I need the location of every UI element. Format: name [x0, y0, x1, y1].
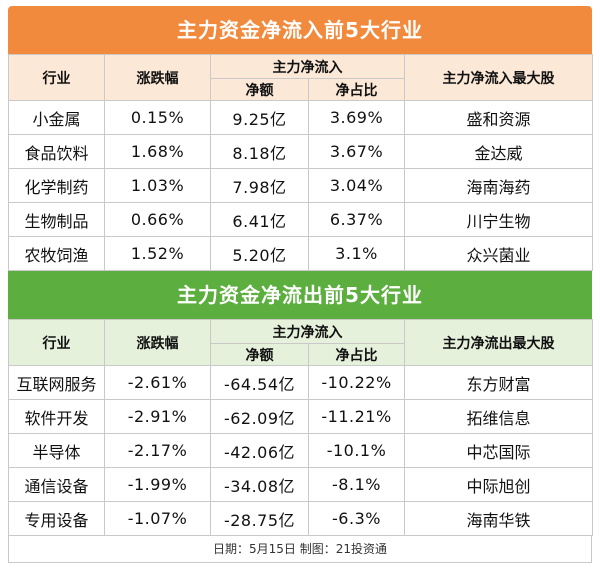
industry-cell: 软件开发: [8, 399, 105, 434]
amount-cell: -42.06亿: [210, 433, 309, 468]
industry-cell: 小金属: [8, 100, 105, 135]
table-row: 农牧饲渔 1.52% 5.20亿 3.1% 众兴菌业: [8, 236, 593, 271]
table-row: 小金属 0.15% 9.25亿 3.69% 盛和资源: [8, 100, 593, 135]
ratio-cell: -8.1%: [308, 467, 405, 502]
change-cell: -2.91%: [104, 399, 211, 434]
table-row: 化学制药 1.03% 7.98亿 3.04% 海南海药: [8, 168, 593, 203]
table-row: 软件开发 -2.91% -62.09亿 -11.21% 拓维信息: [8, 399, 593, 434]
ratio-cell: 3.67%: [308, 134, 405, 169]
stock-cell: 中际旭创: [404, 467, 593, 502]
table-row: 互联网服务 -2.61% -64.54亿 -10.22% 东方财富: [8, 365, 593, 400]
amount-cell: -62.09亿: [210, 399, 309, 434]
ratio-cell: 3.04%: [308, 168, 405, 203]
ratio-cell: -10.1%: [308, 433, 405, 468]
outflow-table: 行业 涨跌幅 主力净流入 主力净流出最大股 净额 净占比 互联网服务 -2.61…: [8, 319, 593, 536]
ratio-cell: -11.21%: [308, 399, 405, 434]
header-industry: 行业: [8, 319, 105, 366]
industry-cell: 生物制品: [8, 202, 105, 237]
header-ratio: 净占比: [308, 78, 405, 101]
change-cell: 0.15%: [104, 100, 211, 135]
stock-cell: 川宁生物: [404, 202, 593, 237]
change-cell: -2.61%: [104, 365, 211, 400]
change-cell: 1.68%: [104, 134, 211, 169]
amount-cell: 7.98亿: [210, 168, 309, 203]
table-row: 通信设备 -1.99% -34.08亿 -8.1% 中际旭创: [8, 467, 593, 502]
amount-cell: -64.54亿: [210, 365, 309, 400]
table-row: 半导体 -2.17% -42.06亿 -10.1% 中芯国际: [8, 433, 593, 468]
stock-cell: 海南华铁: [404, 501, 593, 536]
outflow-title: 主力资金净流出前5大行业: [8, 271, 592, 319]
industry-cell: 农牧饲渔: [8, 236, 105, 271]
change-cell: 0.66%: [104, 202, 211, 237]
amount-cell: 8.18亿: [210, 134, 309, 169]
industry-cell: 通信设备: [8, 467, 105, 502]
stock-cell: 金达威: [404, 134, 593, 169]
industry-cell: 半导体: [8, 433, 105, 468]
industry-cell: 互联网服务: [8, 365, 105, 400]
stock-cell: 海南海药: [404, 168, 593, 203]
header-top-stock: 主力净流出最大股: [404, 319, 593, 366]
change-cell: 1.03%: [104, 168, 211, 203]
ratio-cell: 6.37%: [308, 202, 405, 237]
ratio-cell: 3.69%: [308, 100, 405, 135]
header-ratio: 净占比: [308, 343, 405, 366]
inflow-table: 行业 涨跌幅 主力净流入 主力净流入最大股 净额 净占比 小金属 0.15% 9…: [8, 54, 593, 271]
header-amount: 净额: [210, 343, 309, 366]
report-frame: 主力资金净流入前5大行业 行业 涨跌幅 主力净流入 主力净流入最大股 净额 净占…: [8, 6, 593, 563]
industry-cell: 食品饮料: [8, 134, 105, 169]
header-amount: 净额: [210, 78, 309, 101]
header-change: 涨跌幅: [104, 319, 211, 366]
stock-cell: 众兴菌业: [404, 236, 593, 271]
amount-cell: -34.08亿: [210, 467, 309, 502]
stock-cell: 盛和资源: [404, 100, 593, 135]
change-cell: -2.17%: [104, 433, 211, 468]
header-change: 涨跌幅: [104, 54, 211, 101]
change-cell: 1.52%: [104, 236, 211, 271]
ratio-cell: -10.22%: [308, 365, 405, 400]
stock-cell: 中芯国际: [404, 433, 593, 468]
change-cell: -1.99%: [104, 467, 211, 502]
footer-credit: 日期：5月15日 制图：21投资通: [8, 536, 592, 563]
inflow-title: 主力资金净流入前5大行业: [8, 6, 592, 54]
industry-cell: 专用设备: [8, 501, 105, 536]
amount-cell: -28.75亿: [210, 501, 309, 536]
header-main-flow: 主力净流入: [210, 54, 405, 79]
amount-cell: 5.20亿: [210, 236, 309, 271]
table-row: 食品饮料 1.68% 8.18亿 3.67% 金达威: [8, 134, 593, 169]
table-row: 专用设备 -1.07% -28.75亿 -6.3% 海南华铁: [8, 501, 593, 536]
header-top-stock: 主力净流入最大股: [404, 54, 593, 101]
industry-cell: 化学制药: [8, 168, 105, 203]
ratio-cell: 3.1%: [308, 236, 405, 271]
ratio-cell: -6.3%: [308, 501, 405, 536]
stock-cell: 拓维信息: [404, 399, 593, 434]
header-industry: 行业: [8, 54, 105, 101]
amount-cell: 6.41亿: [210, 202, 309, 237]
amount-cell: 9.25亿: [210, 100, 309, 135]
change-cell: -1.07%: [104, 501, 211, 536]
table-row: 生物制品 0.66% 6.41亿 6.37% 川宁生物: [8, 202, 593, 237]
header-main-flow: 主力净流入: [210, 319, 405, 344]
stock-cell: 东方财富: [404, 365, 593, 400]
